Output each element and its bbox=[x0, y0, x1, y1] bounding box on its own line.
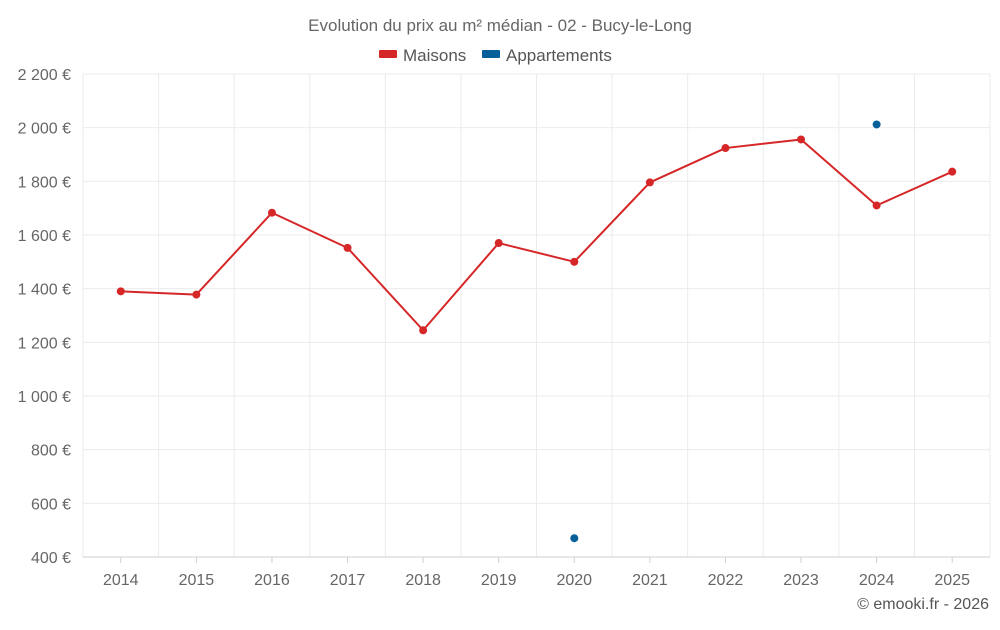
data-point-maisons bbox=[116, 287, 125, 296]
y-tick-label: 1 600 € bbox=[18, 228, 71, 245]
data-point-maisons bbox=[721, 144, 730, 153]
legend-label-maisons: Maisons bbox=[403, 46, 466, 65]
x-tick-label: 2023 bbox=[783, 572, 819, 589]
series-appartements bbox=[570, 120, 881, 543]
x-tick-label: 2022 bbox=[708, 572, 744, 589]
legend-label-appartements: Appartements bbox=[506, 46, 612, 65]
x-tick-label: 2016 bbox=[254, 572, 290, 589]
series-line-maisons bbox=[120, 138, 953, 332]
y-tick-label: 600 € bbox=[31, 496, 71, 513]
data-point-maisons bbox=[872, 201, 881, 210]
y-tick-label: 400 € bbox=[31, 550, 71, 567]
data-point-maisons bbox=[267, 208, 276, 217]
data-point-maisons bbox=[797, 135, 806, 144]
copyright-footer: © emooki.fr - 2026 bbox=[857, 596, 989, 613]
chart-title: Evolution du prix au m² médian - 02 - Bu… bbox=[308, 16, 692, 35]
legend: Maisons Appartements bbox=[379, 46, 612, 65]
data-point-maisons bbox=[419, 326, 428, 335]
data-point-maisons bbox=[570, 257, 579, 266]
x-tick-label: 2019 bbox=[481, 572, 517, 589]
series-layer bbox=[116, 120, 957, 543]
y-tick-label: 2 000 € bbox=[18, 121, 71, 138]
legend-item-maisons[interactable]: Maisons bbox=[379, 46, 466, 65]
data-point-maisons bbox=[948, 167, 957, 176]
y-tick-label: 1 400 € bbox=[18, 282, 71, 299]
data-point-maisons bbox=[494, 239, 503, 248]
x-tick-label: 2021 bbox=[632, 572, 668, 589]
axis-layer: 400 € 600 € 800 € 1 000 € 1 200 € 1 400 € 1 60… bbox=[18, 67, 990, 589]
data-point-maisons bbox=[645, 178, 654, 187]
data-point-appartements bbox=[872, 120, 881, 129]
y-tick-label: 1 800 € bbox=[18, 174, 71, 191]
x-tick-label: 2025 bbox=[934, 572, 970, 589]
y-tick-label: 800 € bbox=[31, 443, 71, 460]
data-point-maisons bbox=[343, 243, 352, 252]
grid-layer bbox=[82, 73, 991, 557]
y-tick-label: 1 000 € bbox=[18, 389, 71, 406]
legend-swatch-maisons bbox=[379, 50, 397, 58]
x-tick-label: 2015 bbox=[179, 572, 215, 589]
series-maisons bbox=[116, 135, 957, 335]
legend-swatch-appartements bbox=[482, 50, 500, 58]
legend-item-appartements[interactable]: Appartements bbox=[482, 46, 612, 65]
x-tick-label: 2014 bbox=[103, 572, 139, 589]
y-tick-label: 1 200 € bbox=[18, 335, 71, 352]
x-tick-label: 2018 bbox=[405, 572, 441, 589]
x-tick-label: 2024 bbox=[859, 572, 895, 589]
x-tick-label: 2020 bbox=[556, 572, 592, 589]
data-point-appartements bbox=[570, 534, 579, 543]
x-tick-label: 2017 bbox=[330, 572, 366, 589]
data-point-maisons bbox=[192, 290, 201, 299]
y-tick-label: 2 200 € bbox=[18, 67, 71, 84]
